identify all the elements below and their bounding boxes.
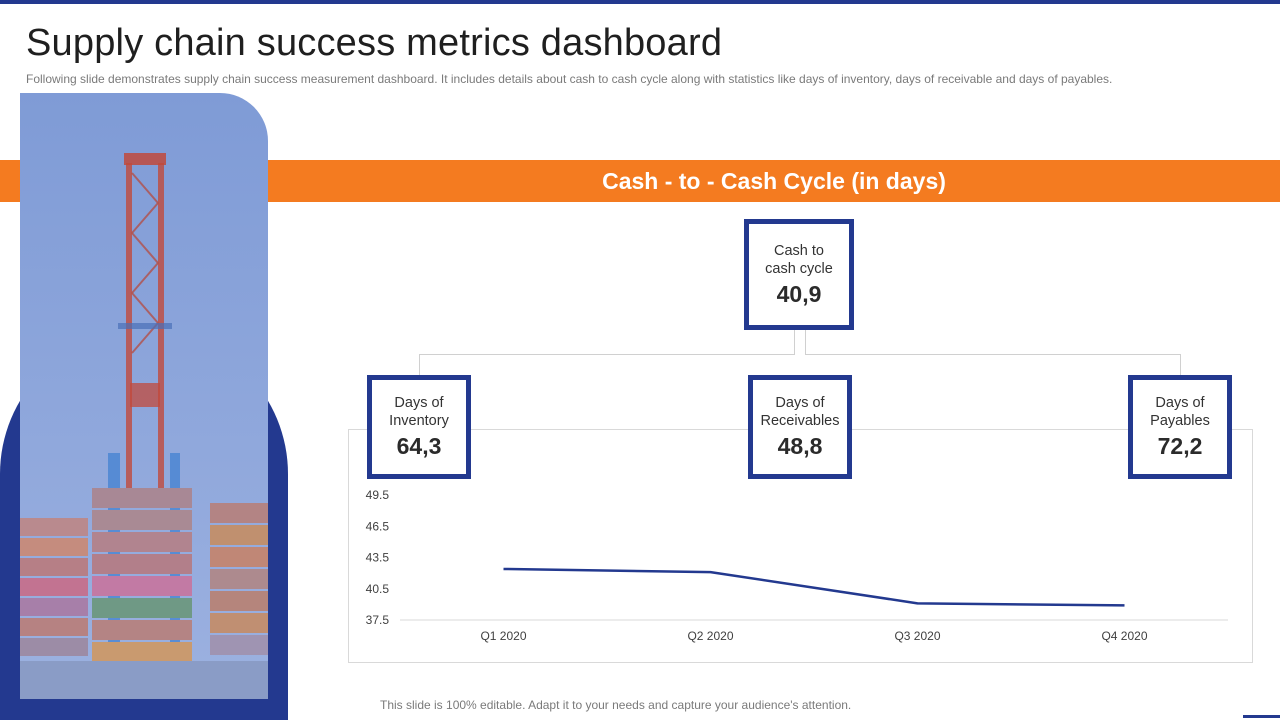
- metric-days-of-payables: Days of Payables 72,2: [1128, 375, 1232, 479]
- metric-label: Cash to cash cycle: [765, 242, 833, 277]
- connector-line: [805, 354, 1181, 355]
- series-line: [503, 567, 1125, 607]
- x-tick-label: Q2 2020: [687, 629, 733, 643]
- shipping-port-photo: [20, 93, 268, 699]
- metric-cash-cycle: Cash to cash cycle 40,9: [744, 219, 854, 330]
- metric-label: Days of Payables: [1150, 395, 1210, 429]
- x-tick-label: Q4 2020: [1101, 629, 1147, 643]
- page-title: Supply chain success metrics dashboard: [26, 22, 723, 64]
- metric-value: 72,2: [1157, 433, 1203, 459]
- section-band-title: Cash - to - Cash Cycle (in days): [602, 168, 946, 194]
- y-tick-label: 46.5: [366, 519, 390, 533]
- y-tick-label: 37.5: [366, 613, 390, 627]
- connector-line: [805, 327, 806, 355]
- metric-value: 40,9: [776, 280, 822, 307]
- connector-line: [419, 354, 795, 355]
- x-tick-label: Q3 2020: [894, 629, 940, 643]
- metric-value: 48,8: [777, 433, 823, 459]
- page-subtitle: Following slide demonstrates supply chai…: [26, 72, 1113, 86]
- corner-accent: [1243, 715, 1280, 718]
- metric-days-of-inventory: Days of Inventory 64,3: [367, 375, 471, 479]
- connector-line: [419, 354, 420, 378]
- metric-label: Days of Receivables: [760, 395, 840, 429]
- footer-note: This slide is 100% editable. Adapt it to…: [380, 698, 852, 712]
- y-tick-label: 40.5: [366, 582, 390, 596]
- y-tick-label: 49.5: [366, 488, 390, 502]
- metric-value: 64,3: [396, 433, 442, 459]
- connector-line: [1180, 354, 1181, 378]
- metric-days-of-receivables: Days of Receivables 48,8: [748, 375, 852, 479]
- crane-and-containers-illustration: [20, 153, 268, 699]
- metric-label: Days of Inventory: [389, 395, 449, 429]
- y-tick-label: 43.5: [366, 551, 390, 565]
- x-tick-label: Q1 2020: [480, 629, 526, 643]
- top-accent-bar: [0, 0, 1280, 4]
- connector-line: [794, 327, 795, 355]
